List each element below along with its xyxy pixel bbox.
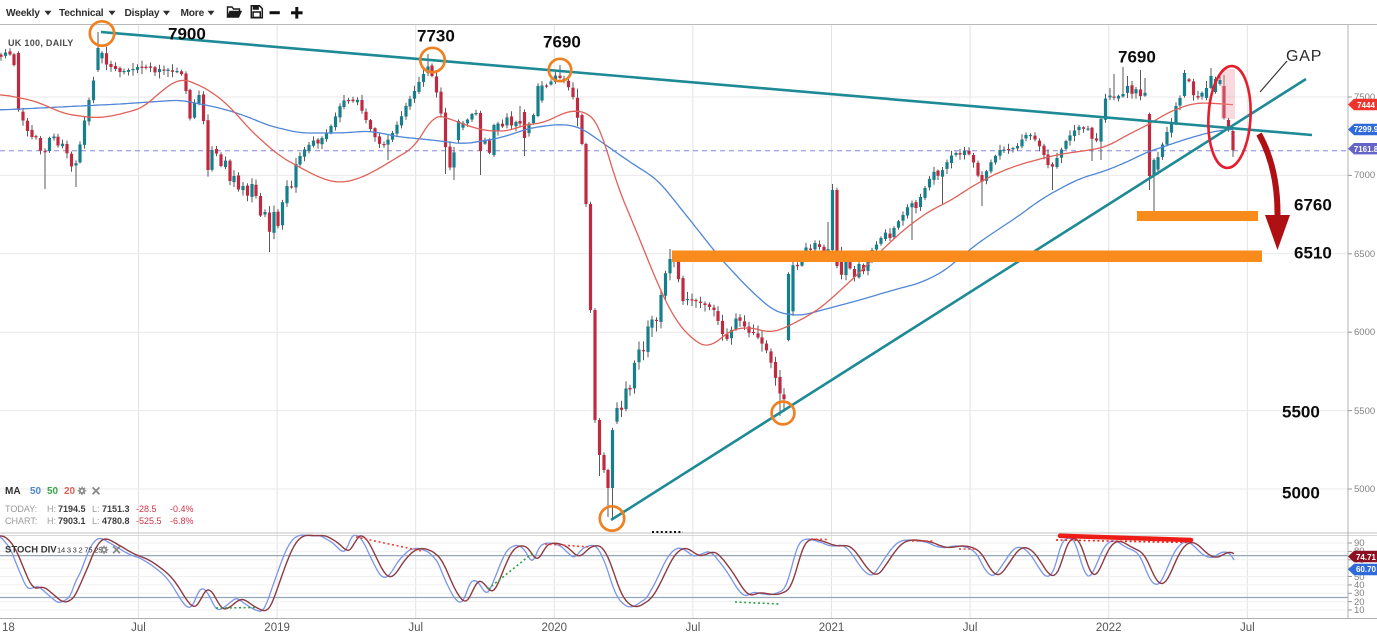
svg-text:40: 40 bbox=[1354, 580, 1365, 591]
svg-text:18: 18 bbox=[2, 622, 15, 634]
svg-text:MA: MA bbox=[5, 486, 21, 497]
svg-text:50: 50 bbox=[30, 486, 42, 497]
svg-text:7730: 7730 bbox=[417, 27, 455, 46]
svg-text:Weekly: Weekly bbox=[6, 8, 40, 19]
svg-text:6500: 6500 bbox=[1354, 249, 1375, 260]
svg-text:Technical: Technical bbox=[59, 8, 104, 19]
svg-text:7000: 7000 bbox=[1354, 170, 1375, 181]
svg-text:74.71: 74.71 bbox=[1356, 553, 1377, 562]
svg-text:7444: 7444 bbox=[1357, 101, 1375, 110]
svg-text:7903.1: 7903.1 bbox=[58, 516, 86, 526]
svg-text:60.70: 60.70 bbox=[1356, 565, 1377, 574]
svg-text:20: 20 bbox=[64, 486, 76, 497]
svg-text:7151.3: 7151.3 bbox=[102, 504, 130, 514]
svg-text:6760: 6760 bbox=[1294, 196, 1332, 215]
svg-text:7900: 7900 bbox=[168, 25, 206, 44]
svg-text:6510: 6510 bbox=[1294, 244, 1332, 263]
svg-text:UK 100, DAILY: UK 100, DAILY bbox=[8, 38, 74, 48]
svg-text:5000: 5000 bbox=[1282, 484, 1320, 503]
svg-text:7690: 7690 bbox=[543, 33, 581, 52]
svg-text:10: 10 bbox=[1354, 605, 1365, 616]
svg-text:14 3 3 2 75 25: 14 3 3 2 75 25 bbox=[57, 546, 102, 555]
svg-text:GAP: GAP bbox=[1286, 48, 1322, 65]
svg-text:-6.8%: -6.8% bbox=[170, 516, 194, 526]
svg-text:Jul: Jul bbox=[1240, 622, 1255, 634]
svg-text:2021: 2021 bbox=[819, 622, 845, 634]
svg-text:L:: L: bbox=[92, 504, 100, 514]
svg-text:More: More bbox=[181, 8, 205, 19]
svg-text:50: 50 bbox=[47, 486, 59, 497]
svg-text:20: 20 bbox=[1354, 597, 1365, 608]
svg-text:7194.5: 7194.5 bbox=[58, 504, 86, 514]
svg-text:H:: H: bbox=[47, 516, 56, 526]
svg-text:5000: 5000 bbox=[1354, 484, 1375, 495]
svg-text:STOCH DIV: STOCH DIV bbox=[5, 545, 57, 556]
svg-text:L:: L: bbox=[92, 516, 100, 526]
svg-text:2020: 2020 bbox=[542, 622, 568, 634]
svg-text:CHART:: CHART: bbox=[5, 516, 37, 526]
svg-text:7299.9: 7299.9 bbox=[1354, 125, 1377, 134]
svg-text:-0.4%: -0.4% bbox=[170, 504, 194, 514]
svg-text:2022: 2022 bbox=[1096, 622, 1122, 634]
svg-text:Jul: Jul bbox=[963, 622, 978, 634]
svg-text:30: 30 bbox=[1354, 588, 1365, 599]
svg-text:Jul: Jul bbox=[408, 622, 423, 634]
svg-text:Display: Display bbox=[125, 8, 160, 19]
svg-text:6000: 6000 bbox=[1354, 327, 1375, 338]
svg-text:2019: 2019 bbox=[264, 622, 290, 634]
svg-text:90: 90 bbox=[1354, 538, 1365, 549]
svg-text:7690: 7690 bbox=[1118, 48, 1156, 67]
svg-text:7500: 7500 bbox=[1354, 92, 1375, 103]
svg-text:5500: 5500 bbox=[1282, 403, 1320, 422]
svg-text:-28.5: -28.5 bbox=[136, 504, 157, 514]
svg-text:-525.5: -525.5 bbox=[136, 516, 162, 526]
svg-text:Jul: Jul bbox=[686, 622, 701, 634]
svg-text:4780.8: 4780.8 bbox=[102, 516, 130, 526]
svg-text:7161.8: 7161.8 bbox=[1354, 145, 1377, 154]
svg-text:Jul: Jul bbox=[131, 622, 146, 634]
svg-text:5500: 5500 bbox=[1354, 406, 1375, 417]
svg-text:50: 50 bbox=[1354, 572, 1365, 583]
svg-text:H:: H: bbox=[47, 504, 56, 514]
svg-text:TODAY:: TODAY: bbox=[5, 504, 37, 514]
